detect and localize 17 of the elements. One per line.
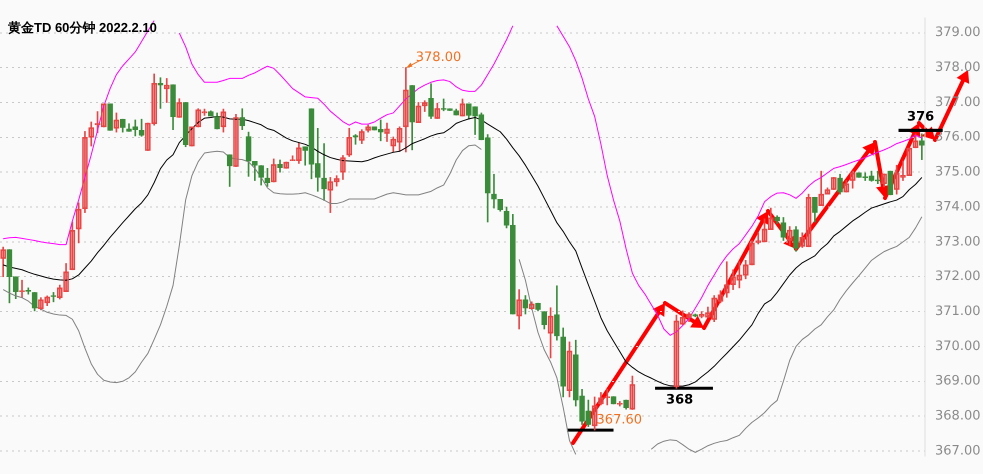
y-tick-label: 370.00 [935,338,980,354]
y-tick-label: 373.00 [935,234,980,250]
y-tick-label: 369.00 [935,374,980,389]
annotation: 367.60 [596,412,642,428]
y-tick-label: 375.00 [935,164,980,180]
candlestick [321,143,327,201]
y-tick-label: 378.00 [935,60,980,76]
annotation: 378.00 [416,50,462,66]
y-tick-label: 372.00 [935,269,980,284]
annotation: 376 [907,110,934,125]
y-tick-label: 368.00 [935,408,980,424]
y-tick-label: 367.00 [935,443,980,458]
candlestick [491,174,497,208]
y-tick-label: 379.00 [935,25,980,40]
y-tick-label: 374.00 [935,199,980,214]
y-tick-label: 371.00 [935,304,980,319]
annotation: 368 [666,392,694,408]
